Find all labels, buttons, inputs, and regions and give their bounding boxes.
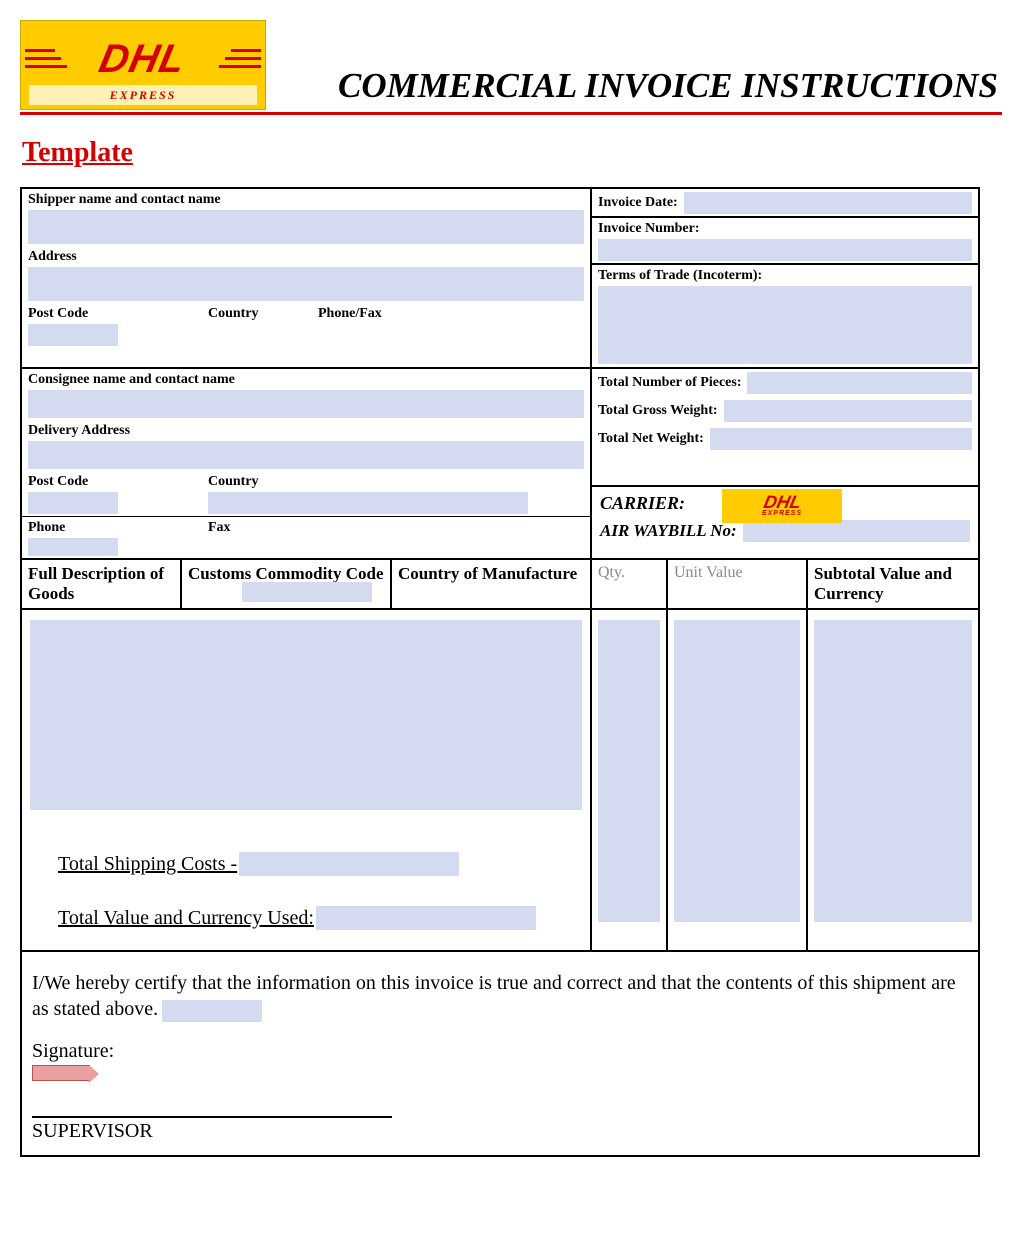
shipper-address-cell: Address — [22, 246, 590, 303]
shipper-postcode-input[interactable] — [28, 324, 118, 346]
commodity-code-input[interactable] — [242, 582, 372, 602]
shipper-country-label: Country — [208, 306, 306, 322]
qty-input[interactable] — [598, 620, 660, 922]
consignee-postcode-label: Post Code — [28, 474, 196, 490]
th-qty: Qty. — [592, 560, 668, 608]
total-value-input[interactable] — [316, 906, 536, 930]
consignee-name-cell: Consignee name and contact name — [22, 369, 590, 420]
invoice-form: Shipper name and contact name Address Po… — [20, 187, 980, 1157]
consignee-country-input[interactable] — [208, 492, 528, 514]
weights-cell: Total Number of Pieces: Total Gross Weig… — [592, 369, 978, 487]
shipper-name-cell: Shipper name and contact name — [22, 189, 590, 246]
sign-here-tag[interactable] — [32, 1065, 90, 1081]
invoice-date-label: Invoice Date: — [598, 195, 678, 211]
logo-text: DHL — [97, 41, 190, 77]
terms-label: Terms of Trade (Incoterm): — [598, 268, 972, 284]
certification-section: I/We hereby certify that the information… — [22, 950, 978, 1155]
total-value-row: Total Value and Currency Used: — [58, 904, 582, 930]
supervisor-label: SUPERVISOR — [32, 1120, 968, 1143]
signature-label: Signature: — [32, 1040, 968, 1063]
certification-text: I/We hereby certify that the information… — [32, 970, 968, 1022]
consignee-postcode-input[interactable] — [28, 492, 118, 514]
logo-subtext: EXPRESS — [29, 85, 257, 105]
invoice-date-cell: Invoice Date: — [592, 189, 978, 218]
unit-value-input[interactable] — [674, 620, 800, 922]
th-country-mfr: Country of Manufacture — [392, 560, 592, 608]
terms-input[interactable] — [598, 286, 972, 364]
gross-label: Total Gross Weight: — [598, 403, 718, 419]
invoice-number-input[interactable] — [598, 239, 972, 261]
shipper-address-label: Address — [28, 249, 584, 265]
dhl-logo: DHL EXPRESS — [20, 20, 266, 110]
awb-input[interactable] — [743, 520, 970, 542]
header: DHL EXPRESS COMMERCIAL INVOICE INSTRUCTI… — [20, 20, 1002, 115]
terms-cell: Terms of Trade (Incoterm): — [592, 265, 978, 367]
total-value-label: Total Value and Currency Used: — [58, 907, 314, 930]
carrier-label: CARRIER: — [600, 493, 685, 513]
total-shipping-row: Total Shipping Costs - — [58, 850, 582, 876]
net-label: Total Net Weight: — [598, 431, 704, 447]
cert-extra-input[interactable] — [162, 1000, 262, 1022]
template-link[interactable]: Template — [22, 137, 133, 169]
consignee-name-input[interactable] — [28, 390, 584, 418]
consignee-name-label: Consignee name and contact name — [28, 372, 584, 388]
gross-input[interactable] — [724, 400, 972, 422]
consignee-phone-input[interactable] — [28, 538, 118, 556]
total-shipping-input[interactable] — [239, 852, 459, 876]
delivery-address-cell: Delivery Address — [22, 420, 590, 471]
shipper-name-input[interactable] — [28, 210, 584, 244]
net-input[interactable] — [710, 428, 972, 450]
invoice-date-input[interactable] — [684, 192, 972, 214]
invoice-number-label: Invoice Number: — [598, 221, 972, 237]
subtotal-input[interactable] — [814, 620, 972, 922]
th-description: Full Description of Goods — [22, 560, 182, 608]
carrier-logo: DHL EXPRESS — [722, 489, 842, 523]
invoice-number-cell: Invoice Number: — [592, 218, 978, 265]
description-input[interactable] — [30, 620, 582, 810]
line-items-body: Total Shipping Costs - Total Value and C… — [22, 610, 978, 950]
consignee-phone-label: Phone — [28, 520, 196, 536]
delivery-address-label: Delivery Address — [28, 423, 584, 439]
shipper-name-label: Shipper name and contact name — [28, 192, 584, 208]
shipper-phonefax-label: Phone/Fax — [318, 306, 584, 322]
awb-label: AIR WAYBILL No: — [600, 521, 737, 541]
pieces-label: Total Number of Pieces: — [598, 375, 741, 391]
total-shipping-label: Total Shipping Costs - — [58, 853, 237, 876]
consignee-country-label: Country — [208, 474, 584, 490]
delivery-address-input[interactable] — [28, 441, 584, 469]
signature-line[interactable] — [32, 1090, 392, 1118]
carrier-cell: CARRIER: DHL EXPRESS — [592, 487, 978, 518]
pieces-input[interactable] — [747, 372, 972, 394]
shipper-postcode-label: Post Code — [28, 306, 196, 322]
shipper-address-input[interactable] — [28, 267, 584, 301]
consignee-fax-label: Fax — [208, 520, 584, 536]
th-subtotal: Subtotal Value and Currency — [808, 560, 978, 608]
th-unit-value: Unit Value — [668, 560, 808, 608]
page-title: COMMERCIAL INVOICE INSTRUCTIONS — [266, 66, 1002, 110]
th-commodity: Customs Commodity Code — [182, 560, 392, 608]
line-items-header: Full Description of Goods Customs Commod… — [22, 558, 978, 610]
